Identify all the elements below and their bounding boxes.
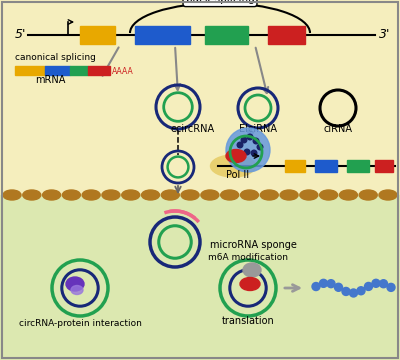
Circle shape xyxy=(380,280,388,288)
Bar xyxy=(315,160,337,172)
Ellipse shape xyxy=(379,190,397,200)
Ellipse shape xyxy=(23,190,41,200)
Circle shape xyxy=(237,142,243,148)
Ellipse shape xyxy=(260,190,278,200)
Ellipse shape xyxy=(201,190,219,200)
Bar xyxy=(45,66,70,75)
Ellipse shape xyxy=(142,190,160,200)
Ellipse shape xyxy=(226,149,246,162)
Bar xyxy=(70,66,88,75)
Circle shape xyxy=(372,279,380,287)
Ellipse shape xyxy=(240,278,260,291)
Circle shape xyxy=(251,150,257,156)
Circle shape xyxy=(247,134,253,140)
Circle shape xyxy=(350,289,358,297)
Text: 5': 5' xyxy=(14,28,26,41)
Bar xyxy=(0,195,400,360)
Ellipse shape xyxy=(122,190,140,200)
Text: EIciRNA: EIciRNA xyxy=(239,124,277,134)
Text: Pol II: Pol II xyxy=(226,170,250,180)
Circle shape xyxy=(241,137,247,143)
Circle shape xyxy=(342,287,350,296)
Bar xyxy=(15,66,45,75)
Circle shape xyxy=(226,128,270,172)
Text: AAAA: AAAA xyxy=(112,67,134,76)
Circle shape xyxy=(257,144,263,150)
Text: back-splicing: back-splicing xyxy=(186,0,254,4)
Bar xyxy=(80,26,115,44)
Ellipse shape xyxy=(240,190,258,200)
Ellipse shape xyxy=(210,155,256,177)
Text: ecircRNA: ecircRNA xyxy=(171,124,215,134)
Ellipse shape xyxy=(359,190,377,200)
Ellipse shape xyxy=(243,263,261,277)
Text: circRNA-protein interaction: circRNA-protein interaction xyxy=(18,319,142,328)
Bar xyxy=(268,26,305,44)
Ellipse shape xyxy=(161,190,179,200)
Bar xyxy=(135,26,190,44)
Ellipse shape xyxy=(3,190,21,200)
Ellipse shape xyxy=(181,190,199,200)
Circle shape xyxy=(364,283,372,291)
Circle shape xyxy=(357,287,365,295)
Text: m6A modification: m6A modification xyxy=(208,253,288,262)
Text: 3': 3' xyxy=(379,28,391,41)
Circle shape xyxy=(387,283,395,291)
Ellipse shape xyxy=(102,190,120,200)
Ellipse shape xyxy=(280,190,298,200)
Ellipse shape xyxy=(340,190,358,200)
Ellipse shape xyxy=(42,190,60,200)
Ellipse shape xyxy=(300,190,318,200)
Circle shape xyxy=(312,283,320,291)
Bar xyxy=(375,160,393,172)
Ellipse shape xyxy=(82,190,100,200)
Ellipse shape xyxy=(62,190,80,200)
Ellipse shape xyxy=(320,190,338,200)
Text: microRNA sponge: microRNA sponge xyxy=(210,240,297,250)
Text: canonical splicing: canonical splicing xyxy=(14,53,96,62)
Bar xyxy=(205,26,248,44)
Circle shape xyxy=(320,279,328,287)
Circle shape xyxy=(334,283,342,291)
Text: mRNA: mRNA xyxy=(35,75,65,85)
Ellipse shape xyxy=(71,285,83,294)
Ellipse shape xyxy=(221,190,239,200)
Circle shape xyxy=(327,280,335,288)
Circle shape xyxy=(253,138,259,144)
Text: ciRNA: ciRNA xyxy=(324,124,352,134)
Text: translation: translation xyxy=(222,316,274,326)
Bar xyxy=(285,160,305,172)
Circle shape xyxy=(244,149,250,155)
Bar xyxy=(88,66,110,75)
Bar xyxy=(347,160,369,172)
Ellipse shape xyxy=(66,277,84,291)
